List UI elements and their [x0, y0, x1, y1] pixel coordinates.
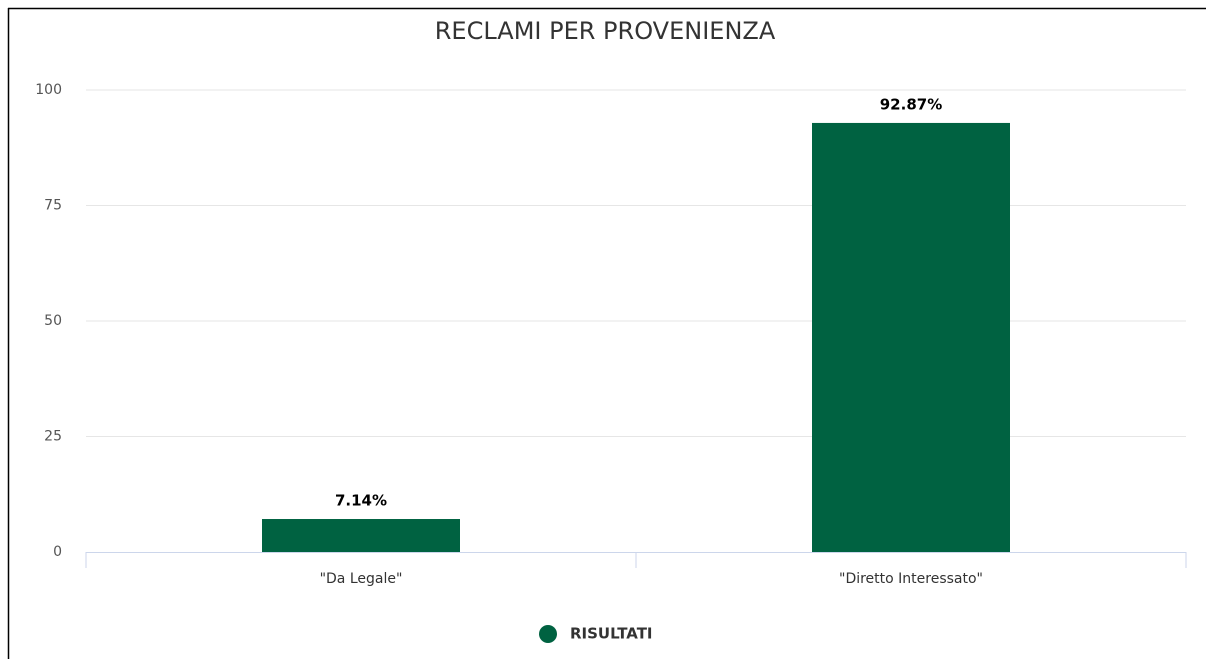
y-tick-label: 100	[35, 82, 62, 98]
bar	[262, 519, 460, 552]
y-tick-label: 75	[44, 198, 62, 214]
chart-title: RECLAMI PER PROVENIENZA	[435, 17, 776, 45]
data-label: 7.14%	[335, 492, 387, 510]
legend-label: RISULTATI	[570, 625, 653, 643]
y-tick-label: 50	[44, 313, 62, 329]
x-tick-label: "Diretto Interessato"	[839, 571, 983, 587]
y-tick-label: 0	[53, 544, 62, 560]
x-tick-label: "Da Legale"	[320, 571, 403, 587]
legend-marker	[539, 625, 557, 643]
y-tick-label: 25	[44, 429, 62, 445]
data-label: 92.87%	[880, 95, 942, 113]
bar	[812, 122, 1010, 552]
